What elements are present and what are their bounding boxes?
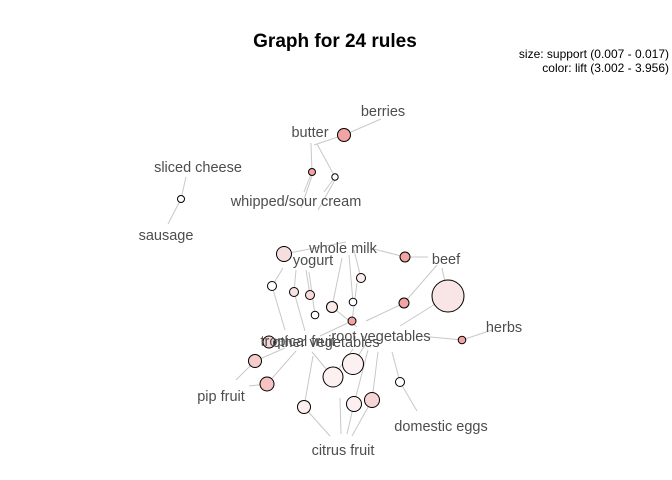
item-label-sausage: sausage (139, 228, 194, 244)
rule-node[interactable] (248, 354, 262, 368)
edge (391, 351, 401, 383)
edge (419, 335, 463, 341)
rule-node[interactable] (342, 353, 364, 375)
edge (300, 175, 313, 209)
rule-node[interactable] (347, 316, 357, 326)
item-label-herbs: herbs (486, 320, 522, 336)
rule-node[interactable] (356, 273, 366, 283)
rule-node[interactable] (399, 251, 411, 263)
rule-node[interactable] (322, 366, 344, 388)
node-layer (177, 128, 467, 414)
edge (293, 291, 306, 332)
legend-color: color: lift (3.002 - 3.956) (542, 61, 669, 75)
edge (310, 142, 313, 173)
edge (331, 257, 343, 308)
edge (353, 349, 369, 405)
rule-node[interactable] (276, 246, 292, 262)
rule-node[interactable] (177, 195, 185, 203)
edge (317, 179, 336, 211)
rule-node[interactable] (431, 279, 465, 313)
edge (399, 381, 418, 412)
rule-node[interactable] (337, 128, 351, 142)
rule-node[interactable] (308, 168, 316, 176)
rule-node[interactable] (310, 310, 320, 320)
item-label-butter: butter (291, 125, 328, 141)
rule-node[interactable] (267, 281, 277, 291)
rule-node[interactable] (348, 297, 358, 307)
edge (319, 320, 353, 337)
edge (461, 329, 493, 341)
edge (339, 397, 342, 435)
edge (283, 241, 347, 255)
item-label-domestic-eggs: domestic eggs (394, 419, 488, 435)
item-label-other-vegetables: other vegetables (272, 335, 379, 351)
item-label-layer: berries butter sliced cheese whipped/sou… (139, 104, 523, 459)
item-label-sliced-cheese: sliced cheese (154, 160, 242, 176)
edge (303, 355, 314, 408)
edge (348, 254, 354, 303)
rule-node[interactable] (262, 335, 276, 349)
item-label-berries: berries (361, 104, 405, 120)
edge (371, 351, 379, 401)
rule-node[interactable] (297, 400, 311, 414)
item-label-tropical-fruit: tropical fruit (261, 334, 336, 350)
edge (403, 264, 438, 304)
edge (316, 143, 336, 178)
edge (271, 285, 286, 331)
item-label-whipped-sour-cream: whipped/sour cream (230, 194, 362, 210)
legend-size: size: support (0.007 - 0.017) (519, 47, 669, 61)
item-label-whole-milk: whole milk (308, 241, 377, 257)
rule-node[interactable] (346, 396, 362, 412)
rule-node[interactable] (395, 377, 405, 387)
rule-node[interactable] (326, 301, 338, 313)
rule-node[interactable] (259, 376, 275, 392)
item-label-pip-fruit: pip fruit (197, 389, 245, 405)
edge (369, 247, 406, 258)
edge (167, 198, 182, 225)
rule-node[interactable] (289, 287, 299, 297)
item-label-citrus-fruit: citrus fruit (312, 443, 375, 459)
rule-node[interactable] (364, 392, 380, 408)
rule-node[interactable] (305, 290, 315, 300)
edge (365, 302, 405, 322)
item-label-beef: beef (432, 252, 461, 268)
graph-title: Graph for 24 rules (253, 31, 417, 52)
item-label-yogurt: yogurt (293, 253, 333, 269)
item-label-root-vegetables: root vegetables (331, 329, 430, 345)
rule-node[interactable] (457, 335, 467, 345)
rule-node[interactable] (331, 173, 339, 181)
rule-node[interactable] (398, 297, 410, 309)
